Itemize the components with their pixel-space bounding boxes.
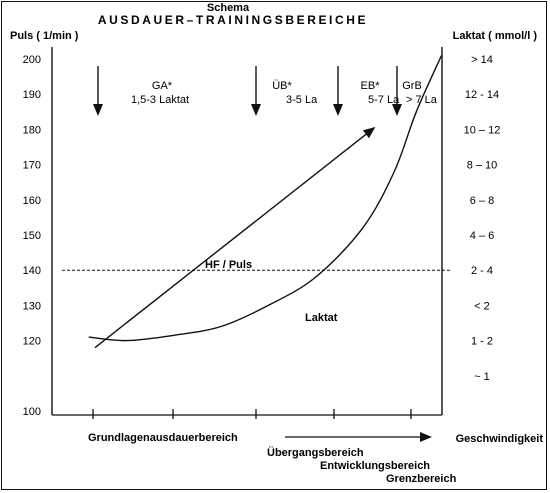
- y-tick-label-160: 160: [23, 195, 41, 207]
- zone-detail-1: 3-5 La: [286, 94, 318, 106]
- y-tick-label-180: 180: [23, 124, 41, 136]
- zone-arrowhead-0: [93, 104, 103, 116]
- right-tick-label-2: 10 – 12: [464, 124, 501, 136]
- zone-arrowhead-1: [251, 104, 261, 116]
- series-label-hf: HF / Puls: [205, 259, 252, 271]
- y-axis-title-right: Laktat ( mmol/l ): [453, 30, 538, 42]
- zone-arrowhead-2: [333, 104, 343, 116]
- zone-detail-3: > 7 La: [406, 94, 438, 106]
- right-tick-label-3: 8 – 10: [467, 160, 498, 172]
- chart-title: AUSDAUER–TRAININGSBEREICHE: [98, 13, 368, 27]
- category-grenz: Grenzbereich: [386, 473, 457, 485]
- y-tick-label-190: 190: [23, 89, 41, 101]
- right-tick-labels: > 14 12 - 14 10 – 12 8 – 10 6 – 8 4 – 6 2 - 4 <…: [464, 54, 501, 383]
- series-label-laktat: Laktat: [305, 312, 338, 324]
- zone-name-3: GrB: [402, 80, 422, 92]
- y-tick-labels: 200 190 180 170 160 150 140 130 120 100: [23, 54, 41, 418]
- category-grundlagen: Grundlagenausdauerbereich: [88, 432, 238, 444]
- y-tick-label-100: 100: [23, 406, 41, 418]
- right-tick-label-4: 6 – 8: [470, 195, 494, 207]
- zone-name-1: ÜB*: [272, 80, 292, 92]
- y-tick-label-200: 200: [23, 54, 41, 66]
- series-laktat: [88, 55, 443, 342]
- y-tick-label-120: 120: [23, 336, 41, 348]
- x-axis-title: Geschwindigkeit: [456, 433, 544, 445]
- right-tick-label-9: ~ 1: [474, 371, 490, 383]
- chart-subtitle: Schema: [207, 2, 250, 14]
- zone-name-0: GA*: [152, 80, 173, 92]
- right-tick-label-0: > 14: [471, 54, 493, 66]
- y-tick-label-150: 150: [23, 230, 41, 242]
- zone-detail-0: 1,5-3 Laktat: [131, 94, 189, 106]
- right-tick-label-1: 12 - 14: [465, 89, 499, 101]
- y-tick-label-130: 130: [23, 300, 41, 312]
- zone-name-2: EB*: [361, 80, 381, 92]
- right-tick-label-5: 4 – 6: [470, 230, 494, 242]
- y-tick-label-170: 170: [23, 160, 41, 172]
- right-tick-label-8: 1 - 2: [471, 336, 493, 348]
- category-entwicklung: Entwicklungsbereich: [320, 460, 430, 472]
- zone-arrowhead-3: [392, 104, 402, 116]
- y-tick-label-140: 140: [23, 265, 41, 277]
- progress-arrowhead: [420, 432, 432, 442]
- right-tick-label-7: < 2: [474, 300, 490, 312]
- x-axis-ticks: [92, 409, 412, 419]
- series-hf-puls: [94, 128, 373, 349]
- category-uebergang: Übergangsbereich: [267, 446, 364, 459]
- right-tick-label-6: 2 - 4: [471, 265, 493, 277]
- zone-detail-2: 5-7 La: [368, 94, 400, 106]
- y-axis-title-left: Puls ( 1/min ): [10, 30, 79, 42]
- hf-arrowhead: [362, 126, 376, 139]
